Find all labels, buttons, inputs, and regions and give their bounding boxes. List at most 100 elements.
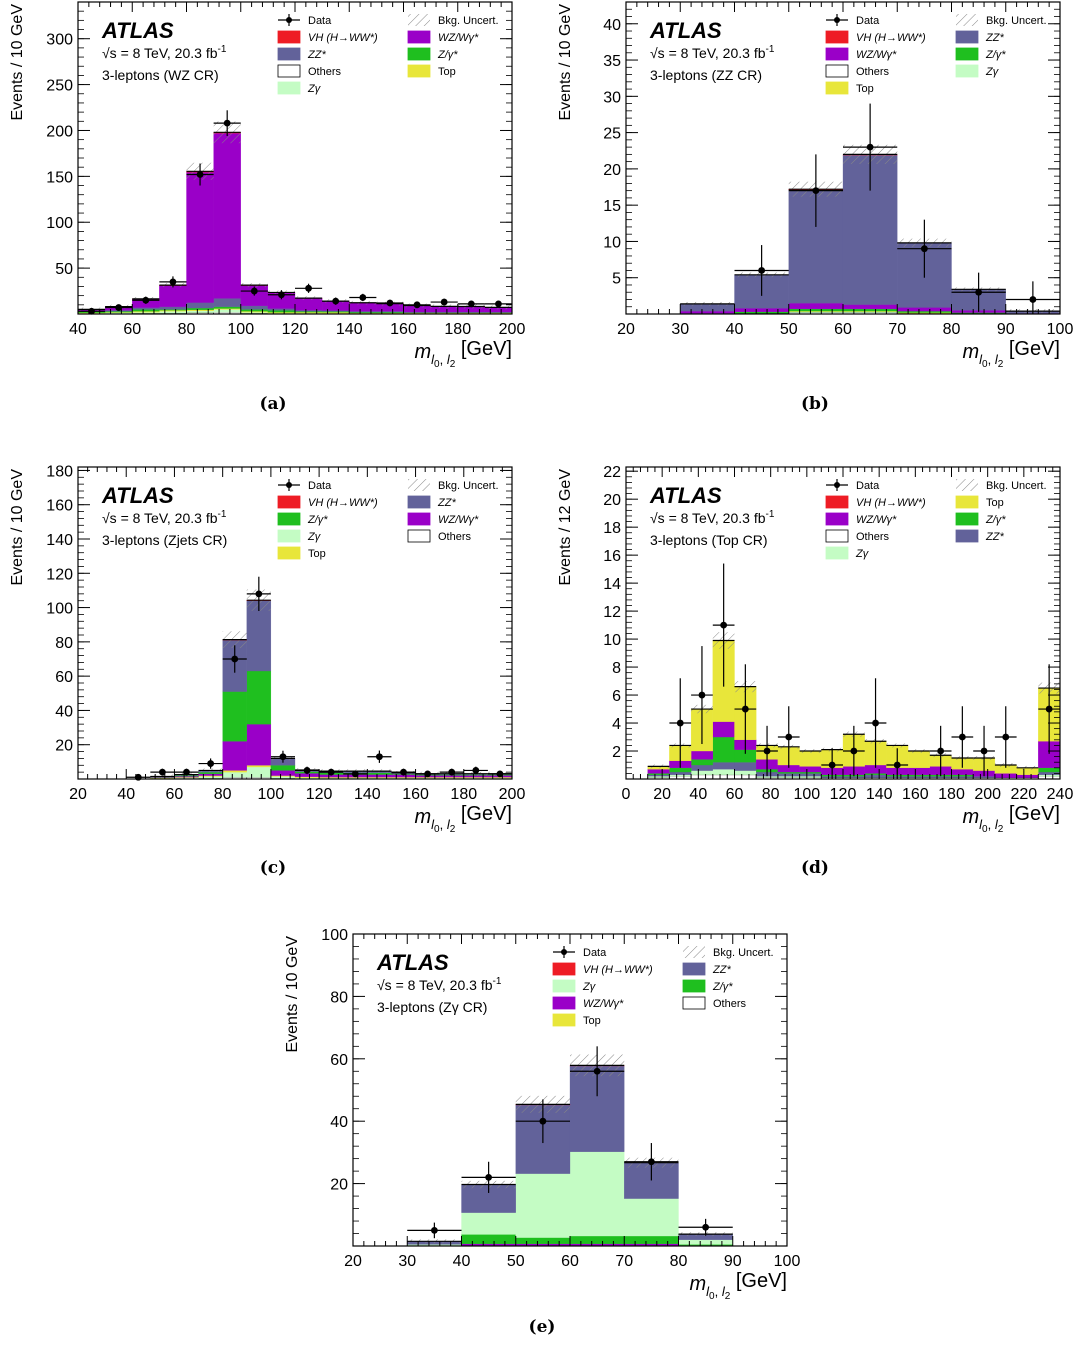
x-tick-label: 80	[762, 786, 780, 803]
legend-swatch-vh	[277, 30, 301, 44]
y-tick-label: 20	[330, 1177, 348, 1194]
legend-label-unc: Bkg. Uncert.	[986, 480, 1047, 492]
data-point-3	[593, 1067, 601, 1075]
x-tick-label: 220	[1010, 786, 1037, 803]
y-tick-label: 6	[612, 688, 621, 705]
energy-label: √s = 8 TeV, 20.3 fb-1	[650, 44, 775, 61]
legend-label-data: Data	[583, 947, 607, 959]
legend-data-marker	[286, 17, 292, 23]
bar-zjets-8	[270, 765, 296, 771]
bar-zjets-12	[367, 772, 392, 775]
legend-unc-swatch	[408, 479, 430, 491]
data-point-11	[400, 768, 407, 776]
x-tick-label: 140	[354, 786, 381, 803]
bar-zz-3	[159, 306, 187, 310]
y-tick-label: 16	[603, 548, 621, 565]
legend-label-vh: VH (H→WW*)	[583, 964, 653, 976]
data-point-2	[183, 768, 190, 776]
y-tick-label: 250	[46, 78, 73, 95]
legend-swatch-top	[825, 81, 849, 95]
data-point-6	[250, 287, 258, 295]
bar-wz-4	[569, 1243, 625, 1246]
y-axis-label: Events / 10 GeV	[284, 936, 301, 1053]
bar-zjets-7	[267, 310, 296, 313]
data-point-5	[1029, 296, 1037, 303]
data-point-7	[278, 291, 285, 299]
bar-zjets-5	[213, 306, 241, 309]
x-tick-label: 80	[670, 1253, 688, 1270]
chart-d: 0 20 40 60 80 100 120 140 160 180 200 220 240 2 4 6 8 10 1…	[557, 464, 1074, 835]
data-point-7	[850, 747, 858, 755]
legend-swatch-wz	[552, 996, 576, 1010]
x-tick-label: 100	[774, 1253, 801, 1270]
region-label: 3-leptons (ZZ CR)	[650, 67, 762, 83]
bar-zgamma-5	[734, 770, 757, 775]
bar-wz-4	[842, 304, 898, 310]
caption-a: (a)	[259, 394, 287, 414]
bar-wz-8	[294, 298, 323, 311]
data-point-3	[169, 278, 177, 286]
data-point-4	[231, 655, 239, 663]
x-tick-label: 40	[689, 786, 707, 803]
bar-wz-1	[647, 769, 670, 774]
bar-wz-3	[515, 1243, 571, 1246]
legend-label-wz: WZ/Wγ*	[438, 32, 479, 44]
legend-label-unc: Bkg. Uncert.	[713, 947, 774, 959]
x-tick-label: 20	[344, 1253, 362, 1270]
bar-wz-2	[734, 308, 789, 312]
bar-zgamma-4	[569, 1151, 625, 1237]
x-tick-label: 160	[902, 786, 929, 803]
x-tick-label: 50	[780, 321, 798, 338]
legend-label-zgamma: Zγ	[855, 548, 870, 560]
bar-wz-1	[680, 310, 735, 314]
bar-zjets-5	[198, 771, 223, 775]
legend-swatch-zjets	[682, 979, 706, 993]
bar-zz-2	[132, 307, 160, 310]
x-tick-label: 90	[997, 321, 1015, 338]
data-point-14	[472, 767, 480, 774]
x-tick-label: 20	[617, 321, 635, 338]
legend-swatch-zjets	[955, 512, 979, 526]
bar-wz-5	[198, 773, 223, 776]
legend-swatch-wz	[407, 30, 431, 44]
y-tick-label: 120	[46, 566, 73, 583]
x-tick-label: 140	[336, 321, 363, 338]
legend-swatch-zz	[407, 495, 431, 509]
data-point-7	[303, 767, 311, 774]
y-tick-label: 40	[603, 17, 621, 34]
legend-label-zz: ZZ*	[712, 964, 731, 976]
x-tick-label: 180	[938, 786, 965, 803]
y-tick-label: 25	[603, 126, 621, 143]
data-point-15	[495, 300, 502, 308]
energy-label: √s = 8 TeV, 20.3 fb-1	[650, 509, 775, 526]
legend-label-zjets: Z/γ*	[985, 514, 1006, 526]
x-tick-label: 30	[398, 1253, 416, 1270]
y-tick-label: 4	[612, 716, 621, 733]
data-point-3	[207, 760, 215, 767]
bar-zgamma-1	[647, 776, 670, 778]
legend-label-zz: ZZ*	[985, 32, 1004, 44]
legend-swatch-zjets	[407, 47, 431, 61]
bar-zz-3	[690, 764, 713, 771]
bar-zz-11	[864, 774, 887, 778]
bar-zgamma-8	[799, 776, 822, 778]
legend-label-vh: VH (H→WW*)	[856, 32, 926, 44]
bar-zjets-7	[246, 670, 272, 725]
x-tick-label: 240	[1047, 786, 1074, 803]
bar-zz-5	[734, 762, 757, 771]
bar-wz-3	[690, 750, 713, 760]
energy-label: √s = 8 TeV, 20.3 fb-1	[102, 509, 227, 526]
chart-b: 20 30 40 50 60 70 80 90 100 5 10 15 20 25 30 35 40 Events…	[557, 1, 1073, 370]
x-axis-label: ml0, l2 [GeV]	[414, 338, 512, 370]
panel-a: 40 60 80 100 120 140 160 180 200 50 100 150 200 250 30…	[0, 0, 530, 370]
y-tick-label: 5	[612, 271, 621, 288]
y-tick-label: 40	[330, 1114, 348, 1131]
bar-zgamma-19	[1038, 774, 1061, 777]
bar-top-7	[246, 765, 272, 768]
bar-zz-16	[973, 776, 996, 778]
bar-wz-12	[367, 774, 392, 778]
legend-swatch-others	[277, 64, 301, 78]
x-axis-label: ml0, l2 [GeV]	[962, 338, 1060, 370]
x-tick-label: 60	[561, 1253, 579, 1270]
data-point-2	[720, 621, 728, 629]
